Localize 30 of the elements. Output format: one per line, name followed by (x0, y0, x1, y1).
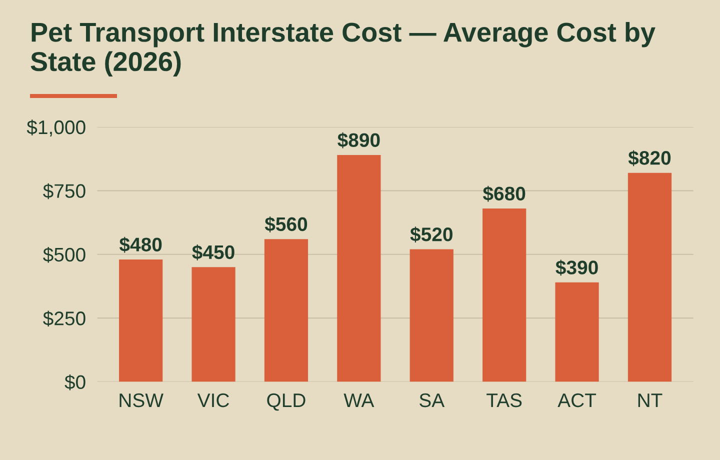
x-tick-label: QLD (267, 393, 306, 411)
x-tick-label: NT (638, 394, 662, 407)
data-label: $520 (410, 226, 452, 243)
bar (555, 282, 599, 382)
x-tick-label: ACT (558, 393, 596, 408)
data-label: $560 (264, 216, 308, 232)
y-tick-label: $1,000 (26, 120, 86, 136)
bar (119, 259, 163, 382)
y-tick-label: $500 (43, 247, 86, 263)
y-tick-label: $750 (43, 183, 86, 200)
data-label: $450 (192, 244, 234, 260)
data-label: $890 (338, 132, 380, 148)
x-tick-label: WA (344, 394, 374, 407)
bar (337, 154, 381, 382)
data-label: $820 (628, 150, 671, 166)
x-tick-label: SA (420, 393, 445, 408)
bar (410, 249, 454, 382)
x-tick-label: TAS (486, 393, 522, 408)
data-label: $680 (482, 186, 526, 202)
x-tick-label: VIC (197, 393, 229, 408)
bar (264, 239, 308, 382)
y-tick-label: $250 (43, 310, 86, 326)
bar (192, 267, 236, 382)
y-tick-label: $0 (64, 374, 86, 390)
x-tick-label: NSW (120, 393, 164, 408)
data-label: $390 (556, 260, 598, 276)
bar (482, 208, 526, 382)
bar (628, 172, 672, 382)
data-label: $480 (119, 236, 162, 253)
chart-title: Pet Transport Interstate Cost — Average Cost by State (2026) (30, 22, 656, 77)
